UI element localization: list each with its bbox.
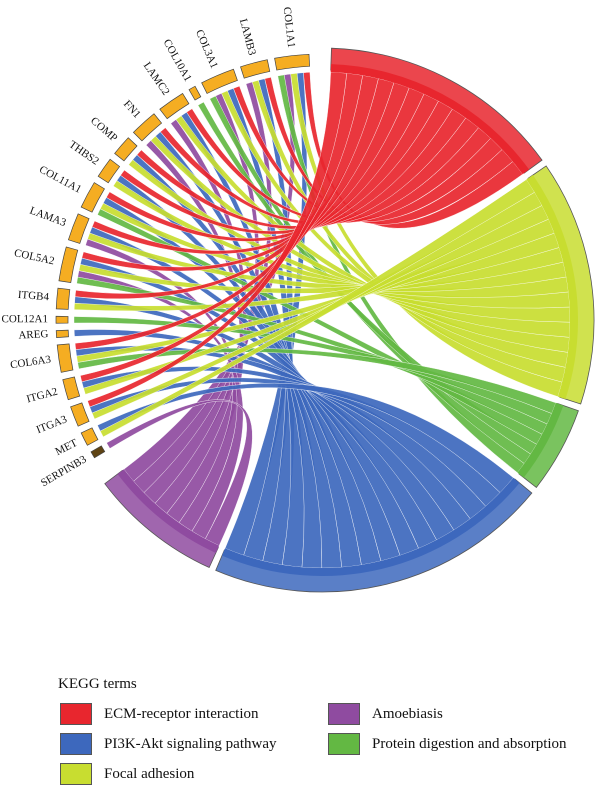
gene-arc-col3a1 [201,68,238,94]
gene-arc-fn1 [132,113,163,142]
gene-label-col10a1: COL10A1 [161,37,194,83]
gene-arc-itga2 [62,376,81,401]
legend-swatch-prot [328,733,360,755]
gene-label-met: MET [53,437,79,458]
gene-arc-col1a1 [274,53,310,71]
gene-arc-lamc2 [159,92,190,120]
gene-label-col11a1: COL11A1 [37,164,83,196]
chord-ribbons [73,71,571,569]
term-arc-inner-pi3k [221,477,520,577]
gene-label-lamc2: LAMC2 [141,60,172,98]
legend-item-ecm: ECM-receptor interaction [60,702,259,726]
legend-swatch-amoe [328,703,360,725]
gene-label-col3a1: COL3A1 [193,28,220,70]
legend-swatch-focal [60,763,92,785]
gene-arc-itga3 [70,402,90,427]
gene-arc-col5a2 [58,246,79,283]
gene-label-itgb4: ITGB4 [17,289,50,304]
gene-arc-met [80,427,99,446]
gene-label-fn1: FN1 [121,98,143,121]
legend-item-prot: Protein digestion and absorption [328,732,567,756]
term-arc-inner-prot [517,402,564,478]
gene-label-lamb3: LAMB3 [237,17,258,57]
legend-item-focal: Focal adhesion [60,762,194,786]
gene-arcs [55,53,310,459]
gene-label-itga2: ITGA2 [25,386,59,406]
gene-label-col1a1: COL1A1 [281,6,298,48]
gene-label-areg: AREG [18,328,49,342]
gene-arc-col12a1 [55,315,69,324]
term-arcs [104,47,595,593]
legend-label-amoe: Amoebiasis [372,705,443,722]
gene-label-serpinb3: SERPINB3 [39,453,89,489]
legend-title: KEGG terms [58,676,137,692]
gene-arc-itgb4 [55,287,71,310]
legend-swatch-ecm [60,703,92,725]
term-arc-inner-amoe [117,469,220,553]
legend-label-prot: Protein digestion and absorption [372,735,567,752]
legend-label-pi3k: PI3K-Akt signaling pathway [104,735,277,752]
gene-arc-comp [114,137,138,162]
kegg-chord-diagram: COL1A1 LAMB3 COL3A1COL10A1LAMC2FN1COMPTHBS… [2,6,595,593]
legend-label-ecm: ECM-receptor interaction [104,705,259,722]
legend-item-pi3k: PI3K-Akt signaling pathway [60,732,276,756]
gene-label-itga3: ITGA3 [35,413,69,436]
gene-label-lama3: LAMA3 [28,205,68,230]
gene-arc-lama3 [67,213,90,244]
gene-label-thbs2: THBS2 [67,139,101,168]
gene-arc-col6a3 [56,343,74,373]
legend-swatch-pi3k [60,733,92,755]
term-arc-inner-focal [526,175,579,400]
gene-arc-thbs2 [97,158,121,184]
legend-label-focal: Focal adhesion [104,765,195,782]
gene-arc-lamb3 [240,59,271,79]
gene-label-col6a3: COL6A3 [9,353,52,371]
gene-arc-col10a1 [188,85,202,101]
gene-arc-areg [55,329,69,338]
gene-label-col5a2: COL5A2 [13,247,56,267]
gene-arc-serpinb3 [90,445,106,459]
legend-item-amoe: Amoebiasis [328,702,443,726]
gene-label-comp: COMP [88,115,119,145]
gene-arc-col11a1 [80,182,105,213]
gene-label-col12a1: COL12A1 [2,313,48,325]
legend: KEGG terms ECM-receptor interaction PI3K… [58,676,600,786]
